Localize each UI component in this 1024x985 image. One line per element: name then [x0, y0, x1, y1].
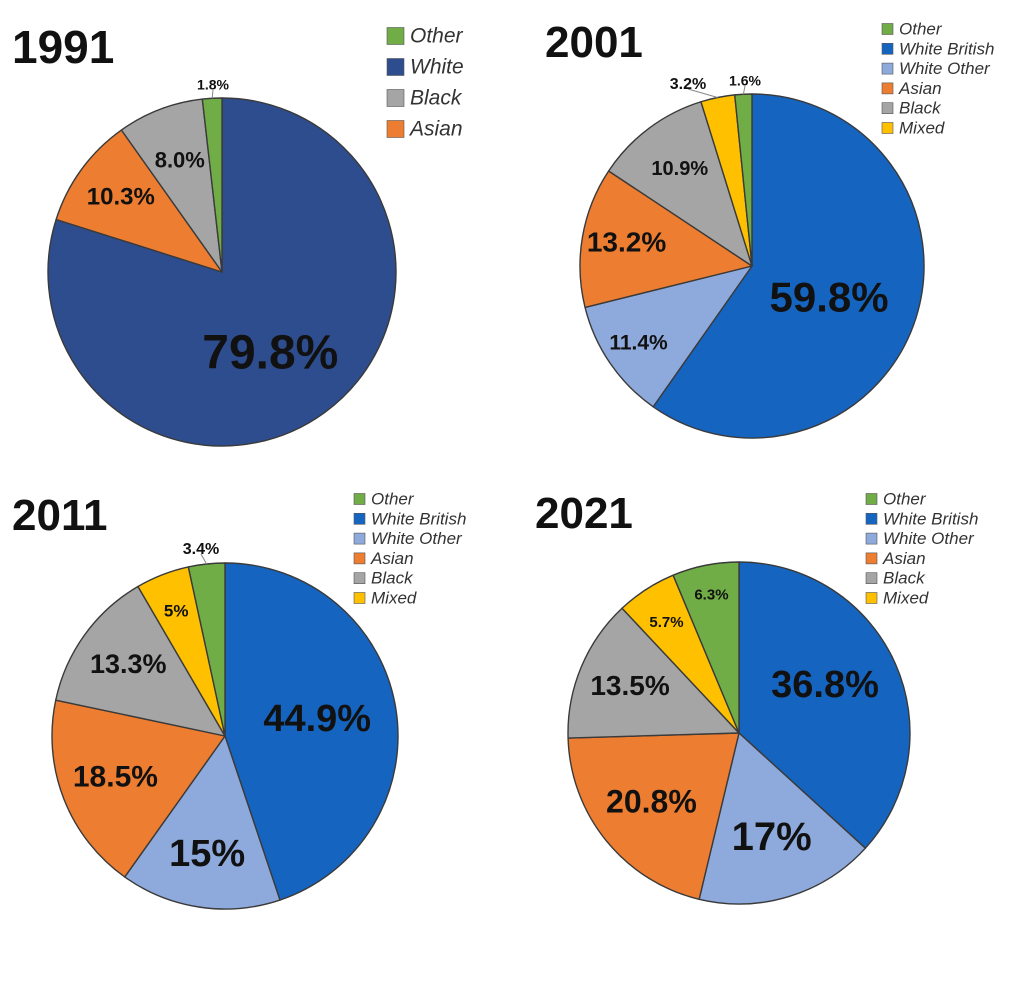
legend-label-white-british: White British [371, 509, 466, 528]
data-label-white-other: 11.4% [609, 331, 668, 354]
data-label-black: 8.0% [155, 147, 205, 172]
legend-label-asian: Asian [882, 549, 926, 568]
legend-swatch-asian [353, 552, 366, 565]
legend-label-other: Other [899, 19, 943, 38]
data-label-mixed: 3.2% [670, 76, 706, 93]
data-label-black: 13.3% [90, 649, 167, 679]
legend-label-mixed: Mixed [371, 588, 417, 607]
pie-chart-1991: 1991 79.8% 10.3%8.0% 1.8% Other White Black Asi… [12, 21, 464, 447]
legend-label-white: White [410, 56, 464, 79]
data-label-asian: 20.8% [606, 784, 697, 820]
pie-slice-white-british [738, 561, 911, 849]
pie-slice-asian [567, 732, 740, 900]
legend-swatch-mixed [881, 122, 894, 134]
pie-slice-black [607, 101, 753, 267]
legend-swatch-white-other [353, 532, 366, 545]
legend-swatch-white-other [881, 62, 894, 75]
legend-label-black: Black [899, 99, 942, 118]
data-label-asian: 10.3% [87, 183, 155, 210]
data-label-black: 10.9% [651, 158, 708, 180]
legend-swatch-white-british [865, 512, 878, 525]
data-label-white-other: 15% [169, 833, 245, 875]
chart-title: 2001 [545, 18, 643, 67]
pie-slice-asian [51, 699, 226, 878]
legend-swatch-black [865, 572, 878, 585]
legend-swatch-black [386, 89, 405, 107]
pie-slice-black [55, 585, 226, 737]
data-label-other: 1.6% [729, 73, 761, 89]
chart-title: 1991 [12, 21, 114, 73]
data-label-other: 6.3% [694, 586, 728, 603]
legend-swatch-white-british [353, 512, 366, 525]
leader-line [200, 553, 208, 565]
pie-slice-white-other [124, 735, 281, 910]
legend-label-asian: Asian [898, 79, 942, 98]
legend-label-white-british: White British [883, 509, 978, 528]
legend-swatch-other [881, 23, 894, 35]
legend-label-white-other: White Other [371, 529, 463, 548]
chart-title: 2011 [12, 491, 107, 540]
legend-label-asian: Asian [370, 549, 414, 568]
data-label-mixed: 5.7% [649, 614, 683, 631]
data-label-asian: 18.5% [73, 761, 158, 794]
pie-slice-asian [579, 170, 753, 309]
legend-swatch-other [353, 493, 366, 505]
legend-label-mixed: Mixed [883, 588, 929, 607]
pie-slice-other [672, 561, 740, 734]
pie-slice-asian [55, 129, 223, 273]
legend-label-asian: Asian [408, 118, 463, 141]
data-label-white: 79.8% [202, 327, 338, 380]
legend-label-white-other: White Other [883, 529, 975, 548]
legend-swatch-white-british [881, 42, 894, 55]
pie-slice-black [567, 607, 740, 739]
pie-slice-other [734, 93, 753, 267]
data-label-asian: 13.2% [587, 227, 666, 258]
legend: Other White Black Asian [386, 25, 464, 141]
data-label-white-other: 17% [732, 815, 812, 859]
chart-title: 2021 [535, 489, 633, 538]
pie-slice-white-other [698, 732, 867, 905]
legend-swatch-other [865, 493, 878, 505]
legend-label-other: Other [883, 489, 927, 508]
data-label-white-british: 44.9% [263, 698, 371, 740]
legend-swatch-black [353, 572, 366, 585]
leader-line [211, 89, 214, 99]
legend-label-other: Other [410, 25, 464, 48]
data-label-other: 3.4% [183, 541, 219, 558]
pie-slice-white-british [224, 562, 399, 901]
legend-label-white-british: White British [899, 39, 994, 58]
legend-swatch-black [881, 102, 894, 114]
legend-label-black: Black [371, 569, 414, 588]
legend-swatch-asian [386, 120, 405, 138]
data-label-white-british: 59.8% [770, 273, 889, 320]
legend-swatch-mixed [353, 592, 366, 604]
legend-swatch-asian [881, 82, 894, 95]
legend-swatch-mixed [865, 592, 878, 604]
data-label-other: 1.8% [197, 77, 229, 93]
leader-line [742, 85, 746, 95]
legend-label-mixed: Mixed [899, 118, 945, 137]
legend-label-black: Black [883, 569, 926, 588]
legend-swatch-white-other [865, 532, 878, 545]
legend-label-white-other: White Other [899, 59, 991, 78]
legend-label-black: Black [410, 87, 463, 110]
pie-slice-white-other [584, 265, 753, 408]
leader-line [687, 88, 718, 98]
data-label-black: 13.5% [590, 670, 669, 701]
pie-chart-2021: 202136.8%17%20.8%13.5%5.7%6.3%OtherWhite… [535, 489, 978, 905]
legend-swatch-asian [865, 552, 878, 565]
legend-swatch-other [386, 27, 405, 45]
data-label-mixed: 5% [164, 602, 189, 621]
pie-slice-white-british [652, 93, 925, 439]
legend-swatch-white [386, 58, 405, 76]
legend-label-other: Other [371, 489, 415, 508]
data-label-white-british: 36.8% [771, 664, 879, 706]
